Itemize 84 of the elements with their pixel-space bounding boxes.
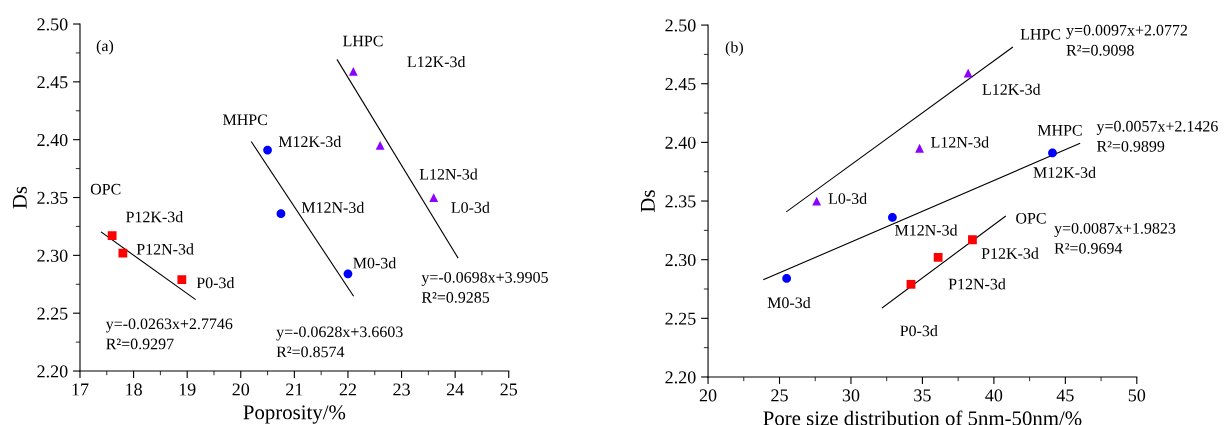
annotation: (b) (725, 41, 743, 56)
y-tick-label: 2.50 (665, 19, 696, 32)
annotation: P12N-3d (136, 243, 194, 255)
point (343, 269, 353, 279)
y-tick-label: 2.30 (665, 253, 696, 267)
annotation: y=0.0097x+2.0772 R²=0.9098 (1066, 24, 1188, 56)
point (263, 145, 272, 155)
annotation: y=0.0057x+2.1426 R²=0.9899 (1096, 120, 1218, 152)
point (177, 275, 187, 285)
point (429, 193, 439, 202)
x-tick-label: 50 (1128, 389, 1146, 402)
annotation: MHPC (223, 114, 267, 126)
annotation: LHPC (1020, 28, 1061, 40)
y-tick-label: 2.20 (37, 365, 68, 378)
annotation: OPC (90, 183, 121, 195)
annotation: L12N-3d (931, 136, 989, 148)
point (812, 196, 822, 206)
annotation: OPC (1016, 212, 1046, 224)
y-axis-title: Ds (12, 186, 27, 209)
annotation: P12K-3d (126, 211, 184, 223)
point (107, 231, 117, 241)
annotation: P0-3d (900, 325, 938, 337)
x-tick-label: 23 (393, 383, 410, 396)
y-tick-label: 2.35 (37, 191, 68, 205)
annotation: y=-0.0628x+3.6603 R²=0.8574 (276, 326, 403, 358)
x-axis-title: Poprosity/% (243, 405, 346, 424)
y-tick-label: 2.45 (665, 78, 696, 91)
annotation: M12K-3d (1033, 166, 1096, 178)
x-tick-label: 25 (500, 383, 518, 396)
y-tick-label: 2.25 (37, 307, 68, 320)
annotation: M12N-3d (895, 224, 958, 236)
x-tick-label: 21 (286, 383, 303, 396)
annotation: (a) (96, 40, 114, 55)
y-tick-label: 2.40 (665, 136, 696, 149)
x-tick-label: 22 (339, 383, 356, 396)
point (276, 209, 286, 219)
y-axis-title: Ds (641, 190, 655, 212)
annotation: P0-3d (196, 277, 235, 289)
x-tick-label: 45 (1056, 389, 1074, 402)
x-axis-title: Pore size distribution of 5nm-50nm/% (763, 410, 1082, 425)
annotation: P12K-3d (981, 247, 1039, 259)
x-tick-label: 19 (179, 383, 196, 396)
point (348, 67, 358, 76)
x-tick-label: 40 (985, 389, 1003, 402)
annotation: M12K-3d (278, 135, 342, 148)
annotation: M0-3d (353, 257, 397, 269)
point (375, 141, 385, 150)
point (963, 68, 973, 78)
x-tick-label: 20 (232, 383, 250, 396)
annotation: y=-0.0698x+3.9905 R²=0.9285 (421, 271, 548, 303)
y-tick-label: 2.20 (665, 371, 696, 384)
x-tick-label: 30 (842, 389, 860, 402)
y-tick-label: 2.35 (665, 195, 696, 208)
annotation: MHPC (1037, 124, 1082, 136)
annotation: LHPC (343, 35, 383, 47)
point (782, 274, 792, 283)
y-tick-label: 2.40 (37, 133, 68, 147)
point (933, 252, 943, 262)
annotation: L12K-3d (982, 83, 1041, 95)
annotation: L0-3d (828, 192, 867, 204)
point (888, 213, 897, 222)
y-tick-label: 2.25 (665, 312, 696, 325)
y-tick-label: 2.30 (37, 249, 68, 262)
annotation: L0-3d (451, 201, 490, 213)
y-tick-label: 2.45 (37, 76, 68, 89)
point (915, 143, 924, 153)
x-tick-label: 17 (72, 383, 89, 396)
point (906, 279, 916, 289)
annotation: M12N-3d (301, 201, 365, 213)
point (118, 248, 128, 258)
annotation: M0-3d (767, 296, 811, 309)
annotation: L12K-3d (407, 55, 466, 68)
annotation: y=-0.0263x+2.7746 R²=0.9297 (105, 318, 233, 350)
x-tick-label: 24 (446, 383, 464, 396)
x-tick-label: 35 (914, 389, 931, 402)
point (968, 235, 977, 245)
x-tick-label: 25 (771, 389, 788, 402)
point (1048, 148, 1057, 158)
y-tick-label: 2.50 (37, 18, 68, 31)
annotation: L12N-3d (419, 168, 478, 180)
annotation: y=0.0087x+1.9823 R²=0.9694 (1054, 222, 1176, 254)
x-tick-label: 20 (699, 389, 717, 402)
x-tick-label: 18 (126, 383, 142, 396)
annotation: P12N-3d (948, 278, 1006, 290)
